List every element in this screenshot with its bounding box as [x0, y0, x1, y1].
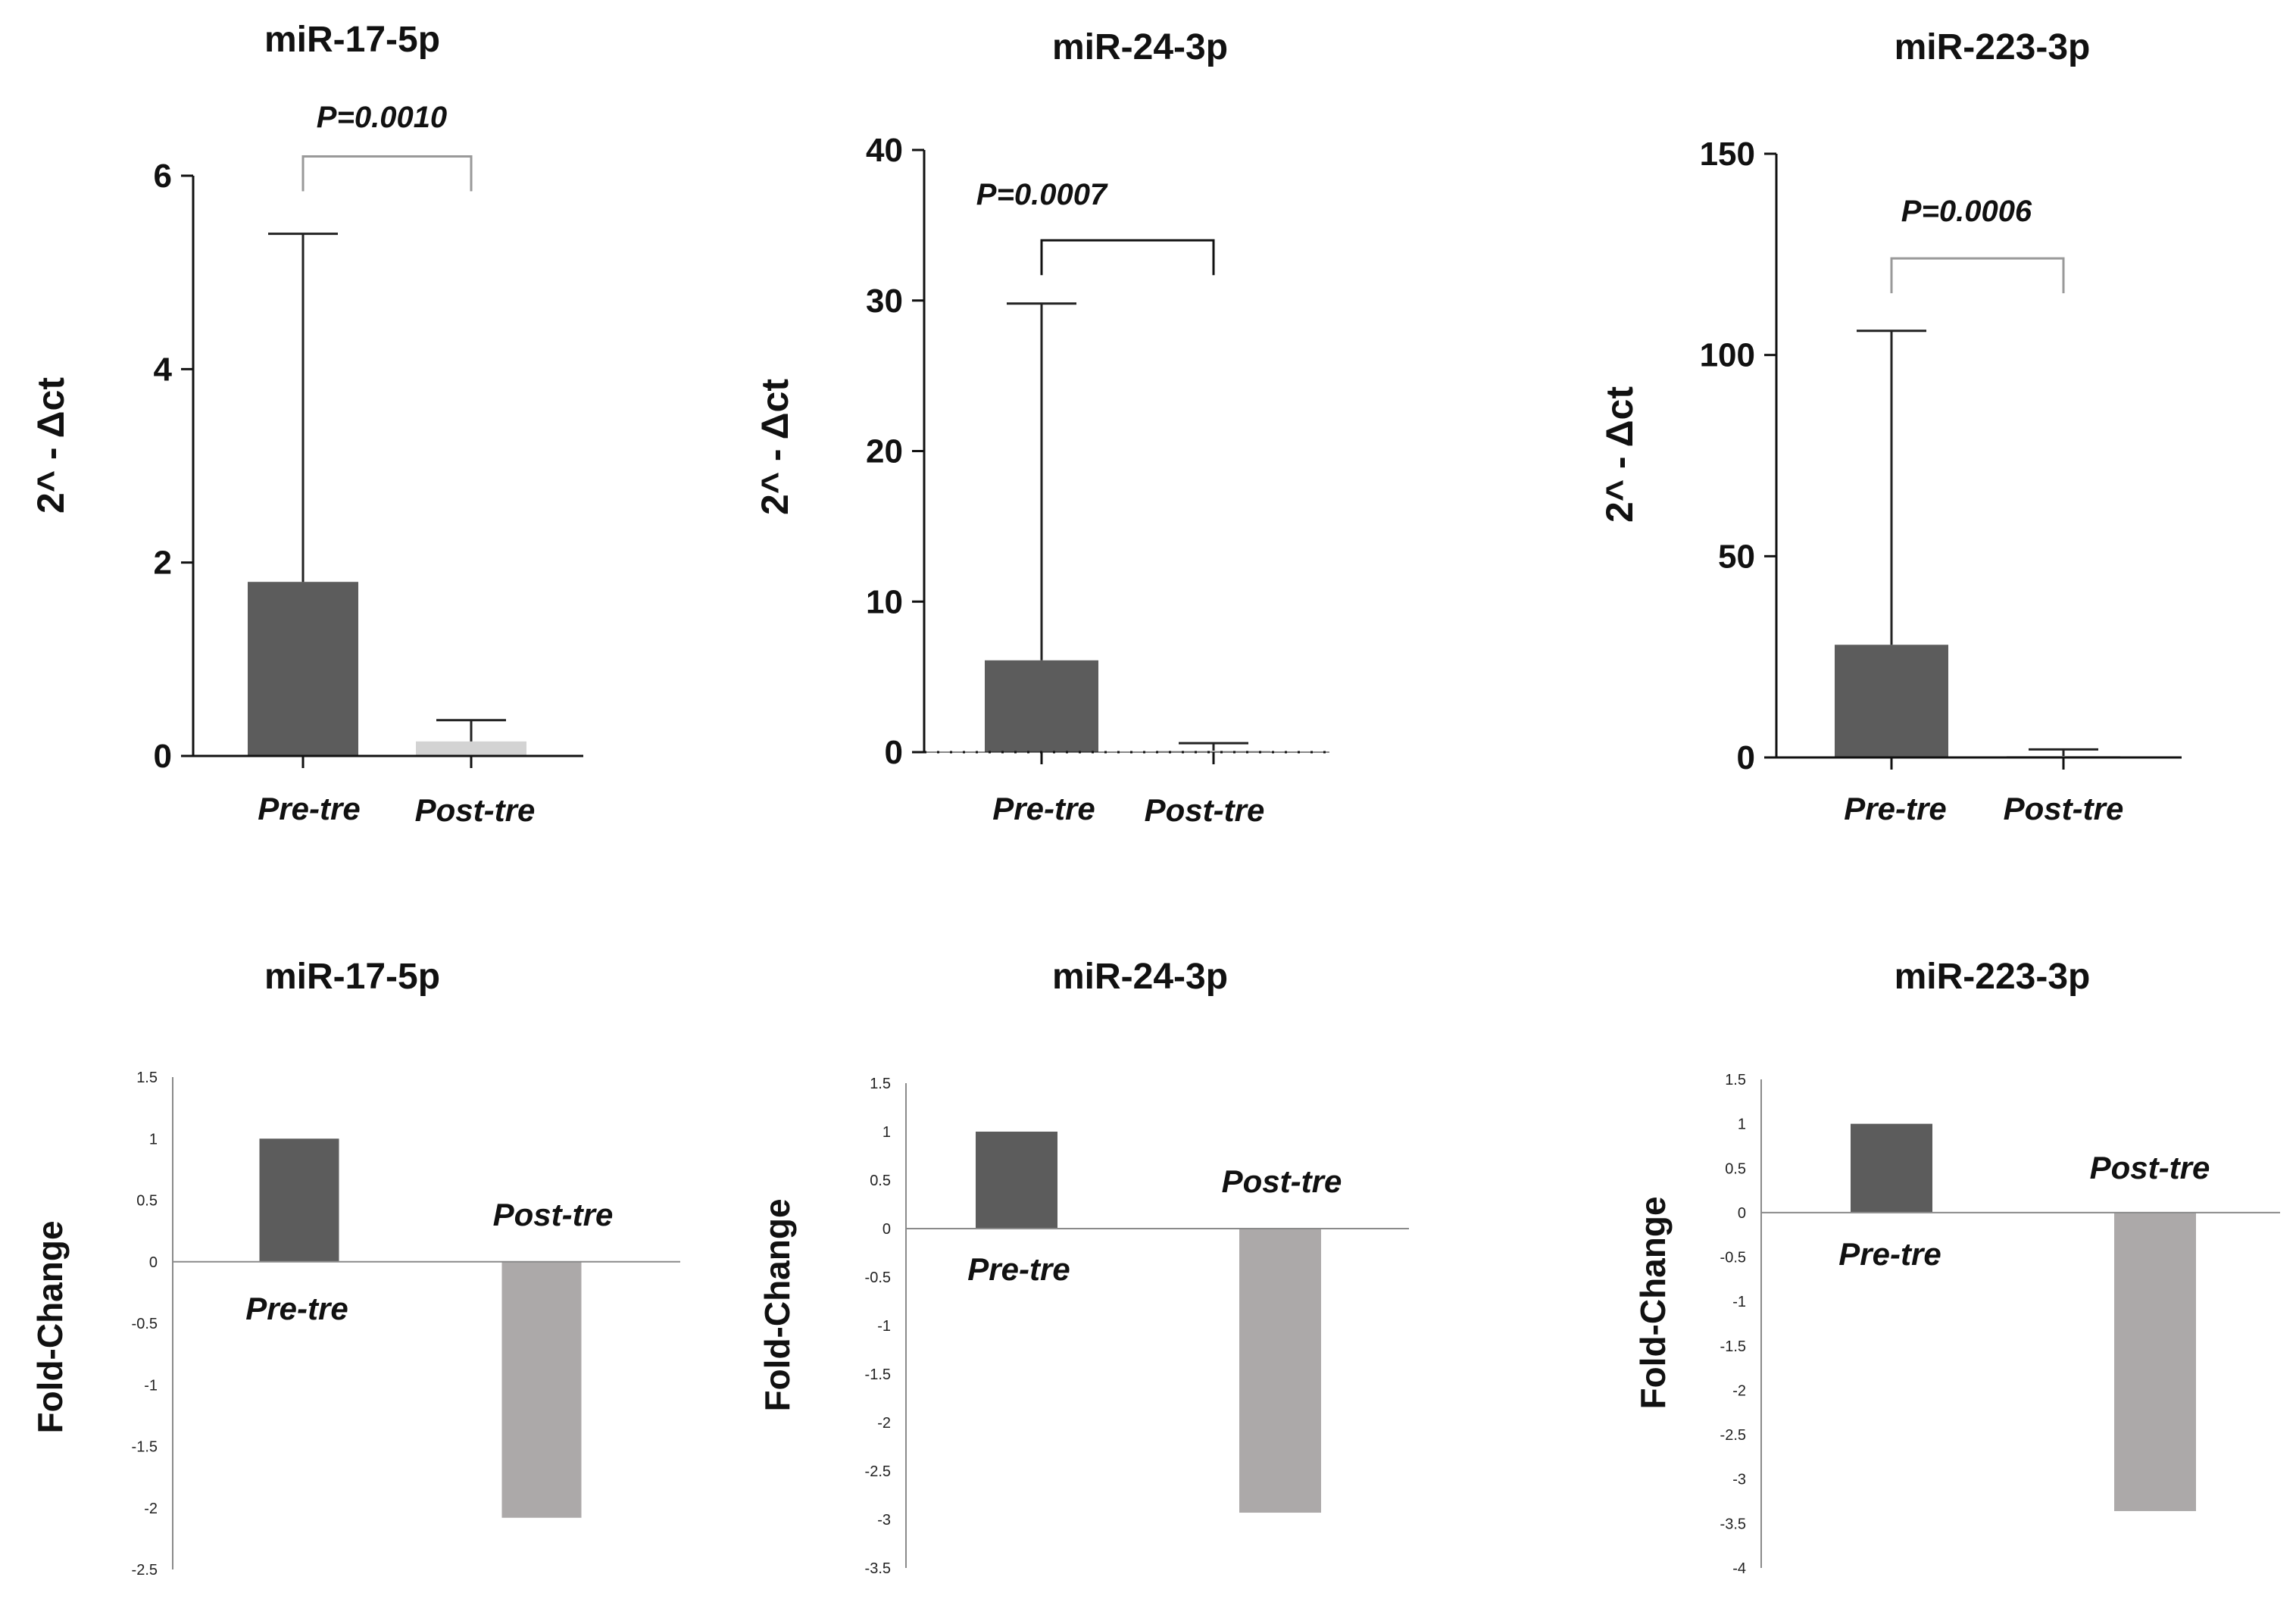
y-tick-label: -2: [1732, 1382, 1746, 1399]
y-axis-label: Fold-Change: [1633, 1196, 1673, 1409]
chart-mir24-fold-change: miR-24-3p Fold-Change Pre-tre Post-tre 1…: [758, 957, 1409, 1577]
y-tick-label: -2.5: [865, 1463, 891, 1480]
bar-pre-tre: [259, 1138, 339, 1262]
y-tick-label: 0: [1738, 1205, 1746, 1222]
bar-post-tre: [501, 1261, 582, 1518]
y-tick-label: -1: [877, 1318, 891, 1335]
y-tick-label: -2.5: [1720, 1427, 1746, 1444]
y-tick-label: 150: [1700, 136, 1755, 173]
y-tick-label: -1.5: [1720, 1338, 1746, 1355]
y-axis-label: Fold-Change: [30, 1220, 70, 1433]
y-tick-label: -3: [1732, 1472, 1746, 1488]
y-tick-label: 0.5: [1725, 1160, 1746, 1177]
significance-bracket: [1040, 239, 1215, 276]
y-tick-label: -3: [877, 1512, 891, 1529]
x-tick-label-post: Post-tre: [2004, 791, 2124, 826]
y-tick-label: 10: [866, 583, 903, 620]
y-tick-label: -1.5: [132, 1439, 158, 1456]
y-tick-label: 0.5: [136, 1193, 158, 1210]
y-tick-label: -3.5: [1720, 1516, 1746, 1532]
y-tick-label: 1: [1738, 1116, 1746, 1133]
y-tick-label: 0: [149, 1254, 158, 1271]
bar-pre-tre: [985, 660, 1098, 752]
y-tick-label: 0: [154, 738, 172, 775]
chart-mir17-delta-ct: miR-17-5p 2^ - Δct P=0.0010 Pre-tre Post…: [30, 20, 583, 828]
bar-post-tre: [1239, 1229, 1321, 1513]
y-tick-label: 30: [866, 283, 903, 320]
y-tick-label: 1: [149, 1131, 158, 1148]
y-tick-label: -2: [877, 1415, 891, 1432]
y-tick-label: 0: [1737, 739, 1755, 776]
p-value-label: P=0.0010: [317, 101, 447, 134]
y-axis-label: Fold-Change: [758, 1198, 797, 1411]
y-tick-label: -2: [144, 1501, 158, 1517]
x-tick-label-pre: Pre-tre: [245, 1291, 348, 1326]
p-value-label: P=0.0006: [1901, 195, 2032, 228]
x-tick-label-pre: Pre-tre: [992, 791, 1095, 826]
y-tick-label: -2.5: [132, 1562, 158, 1579]
y-tick-label: -1.5: [865, 1366, 891, 1383]
significance-bracket: [1890, 257, 2065, 294]
y-axis-label: 2^ - Δct: [754, 379, 796, 515]
y-tick-label: 50: [1718, 538, 1755, 575]
y-tick-label: -4: [1732, 1560, 1746, 1577]
y-tick-label: 100: [1700, 337, 1755, 374]
y-tick-label: -1: [144, 1377, 158, 1394]
y-tick-label: 0: [885, 734, 903, 771]
chart-title: miR-223-3p: [1895, 957, 2091, 997]
chart-mir223-delta-ct: miR-223-3p 2^ - Δct P=0.0006 Pre-tre Pos…: [1598, 27, 2182, 826]
y-tick-label: -3.5: [865, 1560, 891, 1577]
y-tick-label: 2: [154, 545, 172, 582]
y-tick-label: -0.5: [865, 1270, 891, 1286]
x-tick-label-pre: Pre-tre: [1838, 1236, 1941, 1272]
x-tick-label-post: Post-tre: [2090, 1150, 2210, 1185]
x-tick-label-pre: Pre-tre: [258, 791, 360, 826]
y-tick-label: 1: [882, 1124, 891, 1141]
x-tick-label-pre: Pre-tre: [1844, 791, 1946, 826]
y-axis-label: 2^ - Δct: [30, 377, 72, 514]
chart-mir24-delta-ct: miR-24-3p 2^ - Δct P=0.0007 Pre-tre Post…: [754, 27, 1329, 828]
chart-title: miR-223-3p: [1895, 27, 2091, 67]
y-tick-label: 40: [866, 132, 903, 169]
chart-title: miR-17-5p: [264, 957, 440, 997]
y-tick-label: 1.5: [1725, 1072, 1746, 1088]
bar-pre-tre: [1835, 645, 1948, 757]
chart-mir17-fold-change: miR-17-5p Fold-Change Pre-tre Post-tre 1…: [30, 957, 680, 1579]
y-tick-label: 20: [866, 433, 903, 470]
y-tick-label: 4: [154, 351, 173, 388]
chart-mir223-fold-change: miR-223-3p Fold-Change Pre-tre Post-tre …: [1633, 957, 2280, 1577]
p-value-label: P=0.0007: [976, 178, 1108, 211]
x-tick-label-post: Post-tre: [1145, 792, 1265, 828]
y-tick-label: 0: [882, 1221, 891, 1238]
y-tick-label: 1.5: [870, 1076, 891, 1092]
y-tick-label: -0.5: [1720, 1250, 1746, 1266]
x-tick-label-pre: Pre-tre: [967, 1251, 1070, 1287]
chart-title: miR-17-5p: [264, 20, 440, 60]
significance-bracket: [301, 155, 473, 192]
y-tick-label: 1.5: [136, 1070, 158, 1086]
y-tick-label: 0.5: [870, 1173, 891, 1189]
x-tick-label-post: Post-tre: [493, 1197, 614, 1232]
bar-pre-tre: [1851, 1123, 1932, 1213]
y-tick-label: -1: [1732, 1294, 1746, 1310]
bar-pre-tre: [248, 582, 358, 756]
bar-post-tre: [2114, 1212, 2196, 1511]
x-tick-label-post: Post-tre: [415, 792, 536, 828]
bar-pre-tre: [976, 1132, 1057, 1229]
y-tick-label: 6: [154, 158, 172, 195]
chart-title: miR-24-3p: [1052, 27, 1228, 67]
y-tick-label: -0.5: [132, 1316, 158, 1332]
chart-title: miR-24-3p: [1052, 957, 1228, 997]
y-axis-label: 2^ - Δct: [1598, 386, 1641, 523]
bar-post-tre: [416, 741, 526, 756]
bar-post-tre: [1157, 751, 1270, 752]
x-tick-label-post: Post-tre: [1222, 1163, 1342, 1199]
